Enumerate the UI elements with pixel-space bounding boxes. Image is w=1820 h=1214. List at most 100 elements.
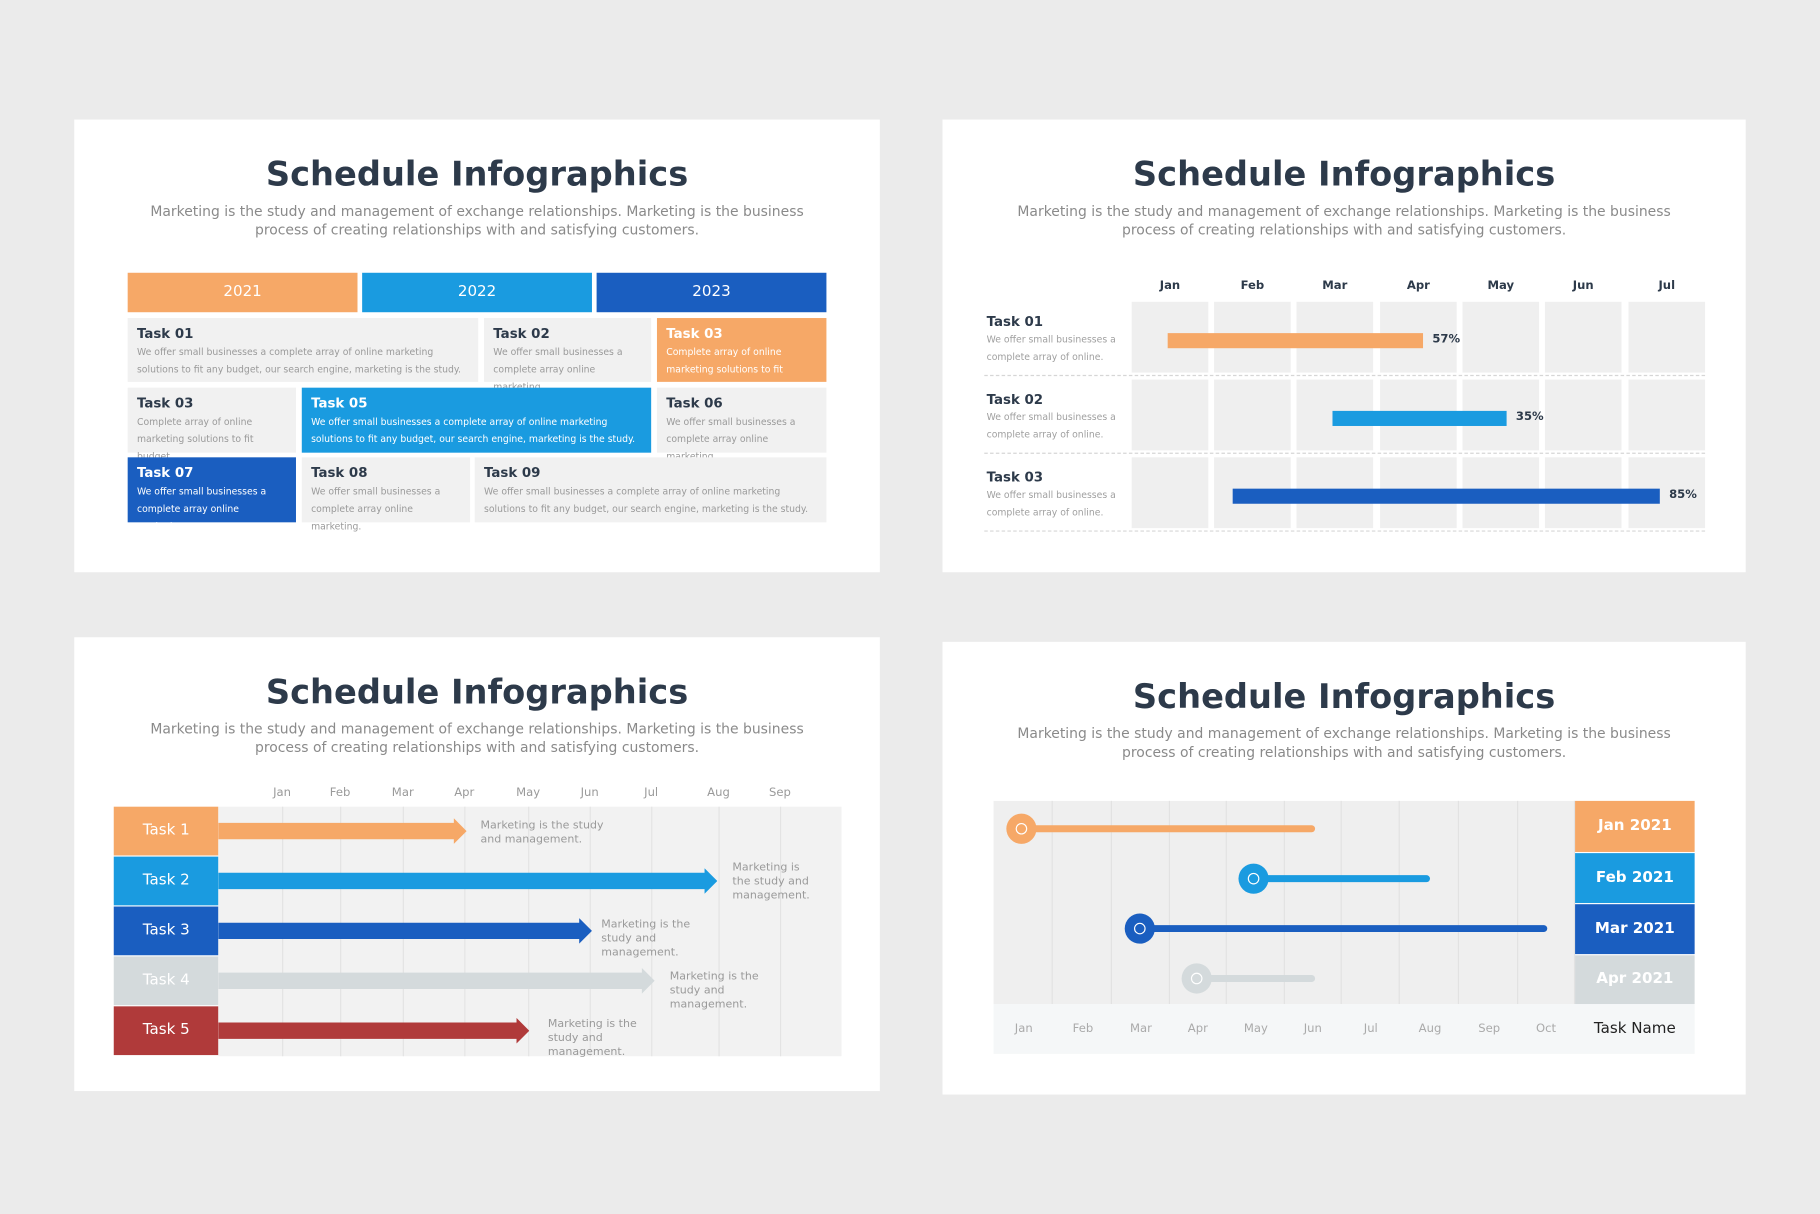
task-box bbox=[484, 318, 652, 382]
row-divider bbox=[984, 530, 1706, 532]
month-label: Aug bbox=[707, 786, 730, 800]
task-name: Task 03 bbox=[666, 324, 723, 342]
task-box bbox=[127, 387, 296, 453]
task-text: We offer small businesses a complete arr… bbox=[666, 416, 796, 462]
grid-cell bbox=[1214, 379, 1291, 451]
month-label: Feb bbox=[1240, 279, 1265, 293]
month-line bbox=[651, 806, 653, 1057]
month-label: Jan bbox=[1159, 279, 1181, 293]
task-box bbox=[127, 457, 296, 523]
task-box bbox=[301, 457, 471, 523]
schedule-icon-inner bbox=[1190, 972, 1203, 985]
task-note: Marketing is the study and management. bbox=[601, 918, 691, 959]
slide-title: Schedule Infographics bbox=[265, 154, 689, 194]
month-label: Jul bbox=[644, 786, 659, 800]
task-label: Task 5 bbox=[113, 1006, 219, 1056]
month-label: Jan bbox=[1014, 1022, 1033, 1036]
task-text: We offer small businesses a complete arr… bbox=[986, 334, 1116, 363]
schedule-line bbox=[1196, 974, 1316, 982]
task-text: Complete array of online marketing solut… bbox=[666, 347, 783, 392]
schedule-icon-inner bbox=[1247, 872, 1260, 885]
task-box bbox=[301, 387, 652, 453]
grid-cell bbox=[1544, 379, 1622, 451]
task-text: We offer small businesses a complete arr… bbox=[311, 416, 636, 445]
grid-cell bbox=[1131, 457, 1209, 529]
month-line bbox=[1283, 800, 1285, 1005]
slide-subtitle: process of creating relationships with a… bbox=[1122, 221, 1567, 238]
task-box bbox=[656, 387, 827, 453]
task-text: We offer small businesses a complete arr… bbox=[136, 347, 462, 375]
month-label: Mar bbox=[1130, 1022, 1152, 1036]
grid-cell bbox=[1131, 379, 1209, 451]
task-name: Task 09 bbox=[484, 464, 541, 481]
column-label: Task Name bbox=[1593, 1020, 1676, 1038]
month-label: Feb bbox=[329, 786, 351, 800]
slide-subtitle: Marketing is the study and management of… bbox=[150, 203, 804, 220]
month-line bbox=[1517, 800, 1519, 1005]
slide-subtitle: process of creating relationships with a… bbox=[1122, 743, 1567, 760]
month-line bbox=[718, 806, 720, 1057]
date-box: Jan 2021 bbox=[1575, 800, 1695, 852]
month-label: Jun bbox=[580, 786, 599, 800]
percent-label: 35% bbox=[1515, 410, 1544, 424]
month-line bbox=[1051, 800, 1053, 1005]
year-header: 2021 bbox=[127, 272, 358, 313]
month-label: Jan bbox=[273, 786, 291, 800]
date-box: Apr 2021 bbox=[1575, 955, 1695, 1005]
grid-cell bbox=[1544, 301, 1622, 373]
schedule-icon-inner bbox=[1015, 822, 1028, 835]
task-label: Task 3 bbox=[113, 906, 219, 956]
task-box bbox=[656, 318, 827, 382]
slide-subtitle: Marketing is the study and management of… bbox=[1017, 725, 1671, 742]
month-label: Aug bbox=[1418, 1022, 1442, 1036]
task-note: Marketing is the study and management. bbox=[669, 970, 759, 1011]
schedule-line bbox=[1021, 825, 1316, 833]
percent-label: 57% bbox=[1432, 333, 1461, 346]
task-text: We offer small businesses a complete arr… bbox=[493, 347, 623, 392]
month-line bbox=[1573, 800, 1576, 1005]
month-label: Oct bbox=[1536, 1022, 1557, 1036]
progress-bar bbox=[1167, 333, 1424, 349]
month-line bbox=[1398, 800, 1400, 1005]
month-label: Mar bbox=[391, 786, 414, 800]
progress-bar bbox=[1332, 410, 1507, 426]
task-text: We offer small businesses a complete arr… bbox=[986, 412, 1116, 440]
task-name: Task 01 bbox=[136, 324, 194, 342]
year-header: 2022 bbox=[362, 272, 592, 313]
task-name: Task 03 bbox=[986, 468, 1044, 486]
progress-bar bbox=[1232, 488, 1660, 504]
month-label: Feb bbox=[1072, 1022, 1094, 1036]
task-name: Task 03 bbox=[136, 394, 194, 411]
task-text: We offer small businesses a complete arr… bbox=[484, 486, 809, 515]
month-label: Apr bbox=[1406, 279, 1430, 293]
date-box: Mar 2021 bbox=[1575, 904, 1695, 955]
slide-subtitle: process of creating relationships with a… bbox=[254, 738, 700, 756]
slide-subtitle: process of creating relationships with a… bbox=[254, 221, 700, 238]
task-name: Task 07 bbox=[136, 464, 194, 481]
task-text: We offer small businesses a complete arr… bbox=[136, 486, 267, 532]
percent-label: 85% bbox=[1669, 488, 1697, 502]
month-label: Apr bbox=[454, 786, 475, 800]
month-line bbox=[1168, 800, 1170, 1005]
month-label: Jun bbox=[1572, 279, 1594, 293]
task-name: Task 02 bbox=[493, 324, 550, 342]
slide-subtitle: Marketing is the study and management of… bbox=[150, 720, 804, 738]
slide-subtitle: Marketing is the study and management of… bbox=[1017, 203, 1671, 220]
schedule-icon-inner bbox=[1134, 922, 1146, 935]
month-label: Apr bbox=[1187, 1022, 1208, 1036]
date-box: Feb 2021 bbox=[1575, 853, 1695, 904]
month-label: May bbox=[516, 786, 541, 800]
task-name: Task 05 bbox=[311, 394, 368, 411]
month-line bbox=[1457, 800, 1460, 1005]
row-divider bbox=[984, 374, 1706, 377]
schedule-line bbox=[1139, 925, 1548, 933]
task-text: We offer small businesses a complete arr… bbox=[311, 486, 441, 532]
slide-title: Schedule Infographics bbox=[1132, 154, 1556, 194]
task-label: Task 1 bbox=[113, 806, 219, 856]
task-name: Task 08 bbox=[311, 464, 368, 481]
task-note: Marketing is the study and management. bbox=[547, 1017, 637, 1059]
task-label: Task 4 bbox=[113, 956, 219, 1006]
month-label: Jul bbox=[1658, 279, 1676, 293]
month-line bbox=[1340, 800, 1342, 1005]
month-label: Sep bbox=[769, 786, 791, 800]
